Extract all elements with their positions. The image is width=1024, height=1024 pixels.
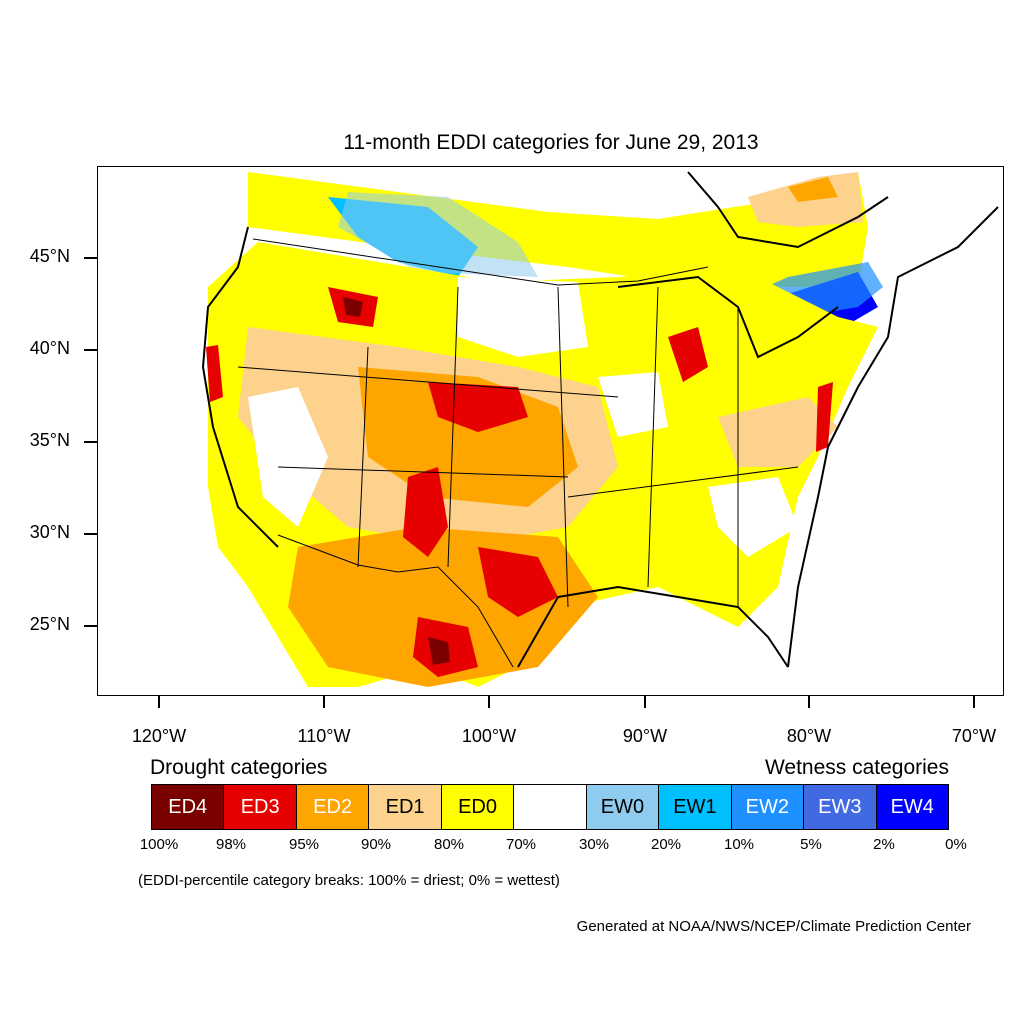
state-line-4 bbox=[447, 286, 459, 568]
credit-line: Generated at NOAA/NWS/NCEP/Climate Predi… bbox=[576, 918, 971, 935]
break-label: 100% bbox=[139, 836, 179, 853]
legend-cell-ed3: ED3 bbox=[224, 785, 297, 829]
west-coast-red bbox=[206, 345, 223, 402]
legend-cell-ew1: EW1 bbox=[659, 785, 732, 829]
lon-tick-100 bbox=[488, 696, 490, 708]
state-line-3 bbox=[357, 346, 369, 568]
map-title: 11-month EDDI categories for June 29, 20… bbox=[343, 131, 759, 154]
lon-label-120: 120°W bbox=[131, 726, 187, 746]
east-coastline bbox=[787, 206, 999, 668]
michigan-red bbox=[668, 327, 708, 382]
lat-label-45: 45°N bbox=[29, 246, 70, 266]
lon-tick-120 bbox=[158, 696, 160, 708]
state-line-2 bbox=[277, 466, 569, 478]
legend-cell-ed1: ED1 bbox=[369, 785, 442, 829]
eddi-map bbox=[201, 171, 999, 687]
lat-tick-25 bbox=[84, 625, 97, 627]
montana-dark-red bbox=[343, 297, 363, 317]
state-line-5 bbox=[557, 286, 569, 608]
break-label: 20% bbox=[650, 836, 682, 853]
lat-label-35: 35°N bbox=[29, 430, 70, 450]
break-label: 95% bbox=[288, 836, 320, 853]
break-label: 30% bbox=[578, 836, 610, 853]
legend-cell-ew2: EW2 bbox=[731, 785, 805, 829]
lon-label-90: 90°W bbox=[622, 726, 668, 746]
northern-plains-white bbox=[458, 277, 588, 357]
coastlines bbox=[201, 171, 999, 668]
legend-cell-ew4: EW4 bbox=[876, 785, 948, 829]
canada-border-line bbox=[252, 238, 709, 286]
state-borders bbox=[237, 238, 799, 668]
lon-label-100: 100°W bbox=[461, 726, 517, 746]
mexico-dark-red bbox=[428, 637, 450, 665]
canada-outline-north bbox=[687, 171, 889, 249]
break-label: 70% bbox=[505, 836, 537, 853]
lat-label-40: 40°N bbox=[29, 338, 70, 358]
texas-red bbox=[478, 547, 558, 617]
lon-tick-90 bbox=[644, 696, 646, 708]
west-coastline bbox=[201, 226, 279, 548]
legend-cell-ew0: EW0 bbox=[586, 785, 660, 829]
break-label: 98% bbox=[215, 836, 247, 853]
lon-label-70: 70°W bbox=[951, 726, 997, 746]
mexico-border-line bbox=[277, 534, 514, 668]
legend-cell-ew3: EW3 bbox=[804, 785, 877, 829]
legend-cell-ed0: ED0 bbox=[441, 785, 515, 829]
break-label: 0% bbox=[945, 836, 967, 853]
lat-tick-30 bbox=[84, 533, 97, 535]
lat-label-25: 25°N bbox=[29, 614, 70, 634]
southeast-white bbox=[708, 477, 798, 557]
canada-orange-ne2 bbox=[788, 177, 838, 202]
legend-cell-normal bbox=[514, 785, 587, 829]
canada-wet-light bbox=[338, 192, 538, 277]
nm-red bbox=[403, 467, 448, 557]
break-label: 80% bbox=[433, 836, 465, 853]
state-line-6 bbox=[647, 286, 659, 588]
great-basin-white bbox=[248, 387, 328, 527]
lon-tick-110 bbox=[323, 696, 325, 708]
lon-label-110: 110°W bbox=[297, 726, 351, 746]
state-line-1 bbox=[237, 366, 619, 398]
legend-cell-ed4: ED4 bbox=[152, 785, 225, 829]
break-label: 10% bbox=[723, 836, 755, 853]
legend-bar: ED4 ED3 ED2 ED1 ED0 EW0 EW1 EW2 EW3 EW4 bbox=[151, 784, 949, 830]
lat-tick-35 bbox=[84, 441, 97, 443]
east-coast-red bbox=[816, 382, 833, 452]
state-line-8 bbox=[567, 466, 799, 498]
great-lakes-outline bbox=[617, 275, 839, 359]
legend-cell-ed2: ED2 bbox=[296, 785, 370, 829]
lon-tick-80 bbox=[808, 696, 810, 708]
lat-tick-45 bbox=[84, 257, 97, 259]
map-frame bbox=[97, 166, 1004, 696]
lon-label-80: 80°W bbox=[786, 726, 832, 746]
break-label: 5% bbox=[800, 836, 822, 853]
break-label: 90% bbox=[360, 836, 392, 853]
category-note: (EDDI-percentile category breaks: 100% =… bbox=[138, 872, 560, 889]
drought-heading: Drought categories bbox=[150, 756, 328, 779]
break-label: 2% bbox=[873, 836, 895, 853]
lat-label-30: 30°N bbox=[29, 522, 70, 542]
mid-white bbox=[598, 372, 668, 437]
east-coast-orange bbox=[718, 397, 838, 467]
wetness-heading: Wetness categories bbox=[764, 756, 949, 779]
lon-tick-70 bbox=[973, 696, 975, 708]
gulf-coastline bbox=[517, 585, 789, 668]
lat-tick-40 bbox=[84, 349, 97, 351]
